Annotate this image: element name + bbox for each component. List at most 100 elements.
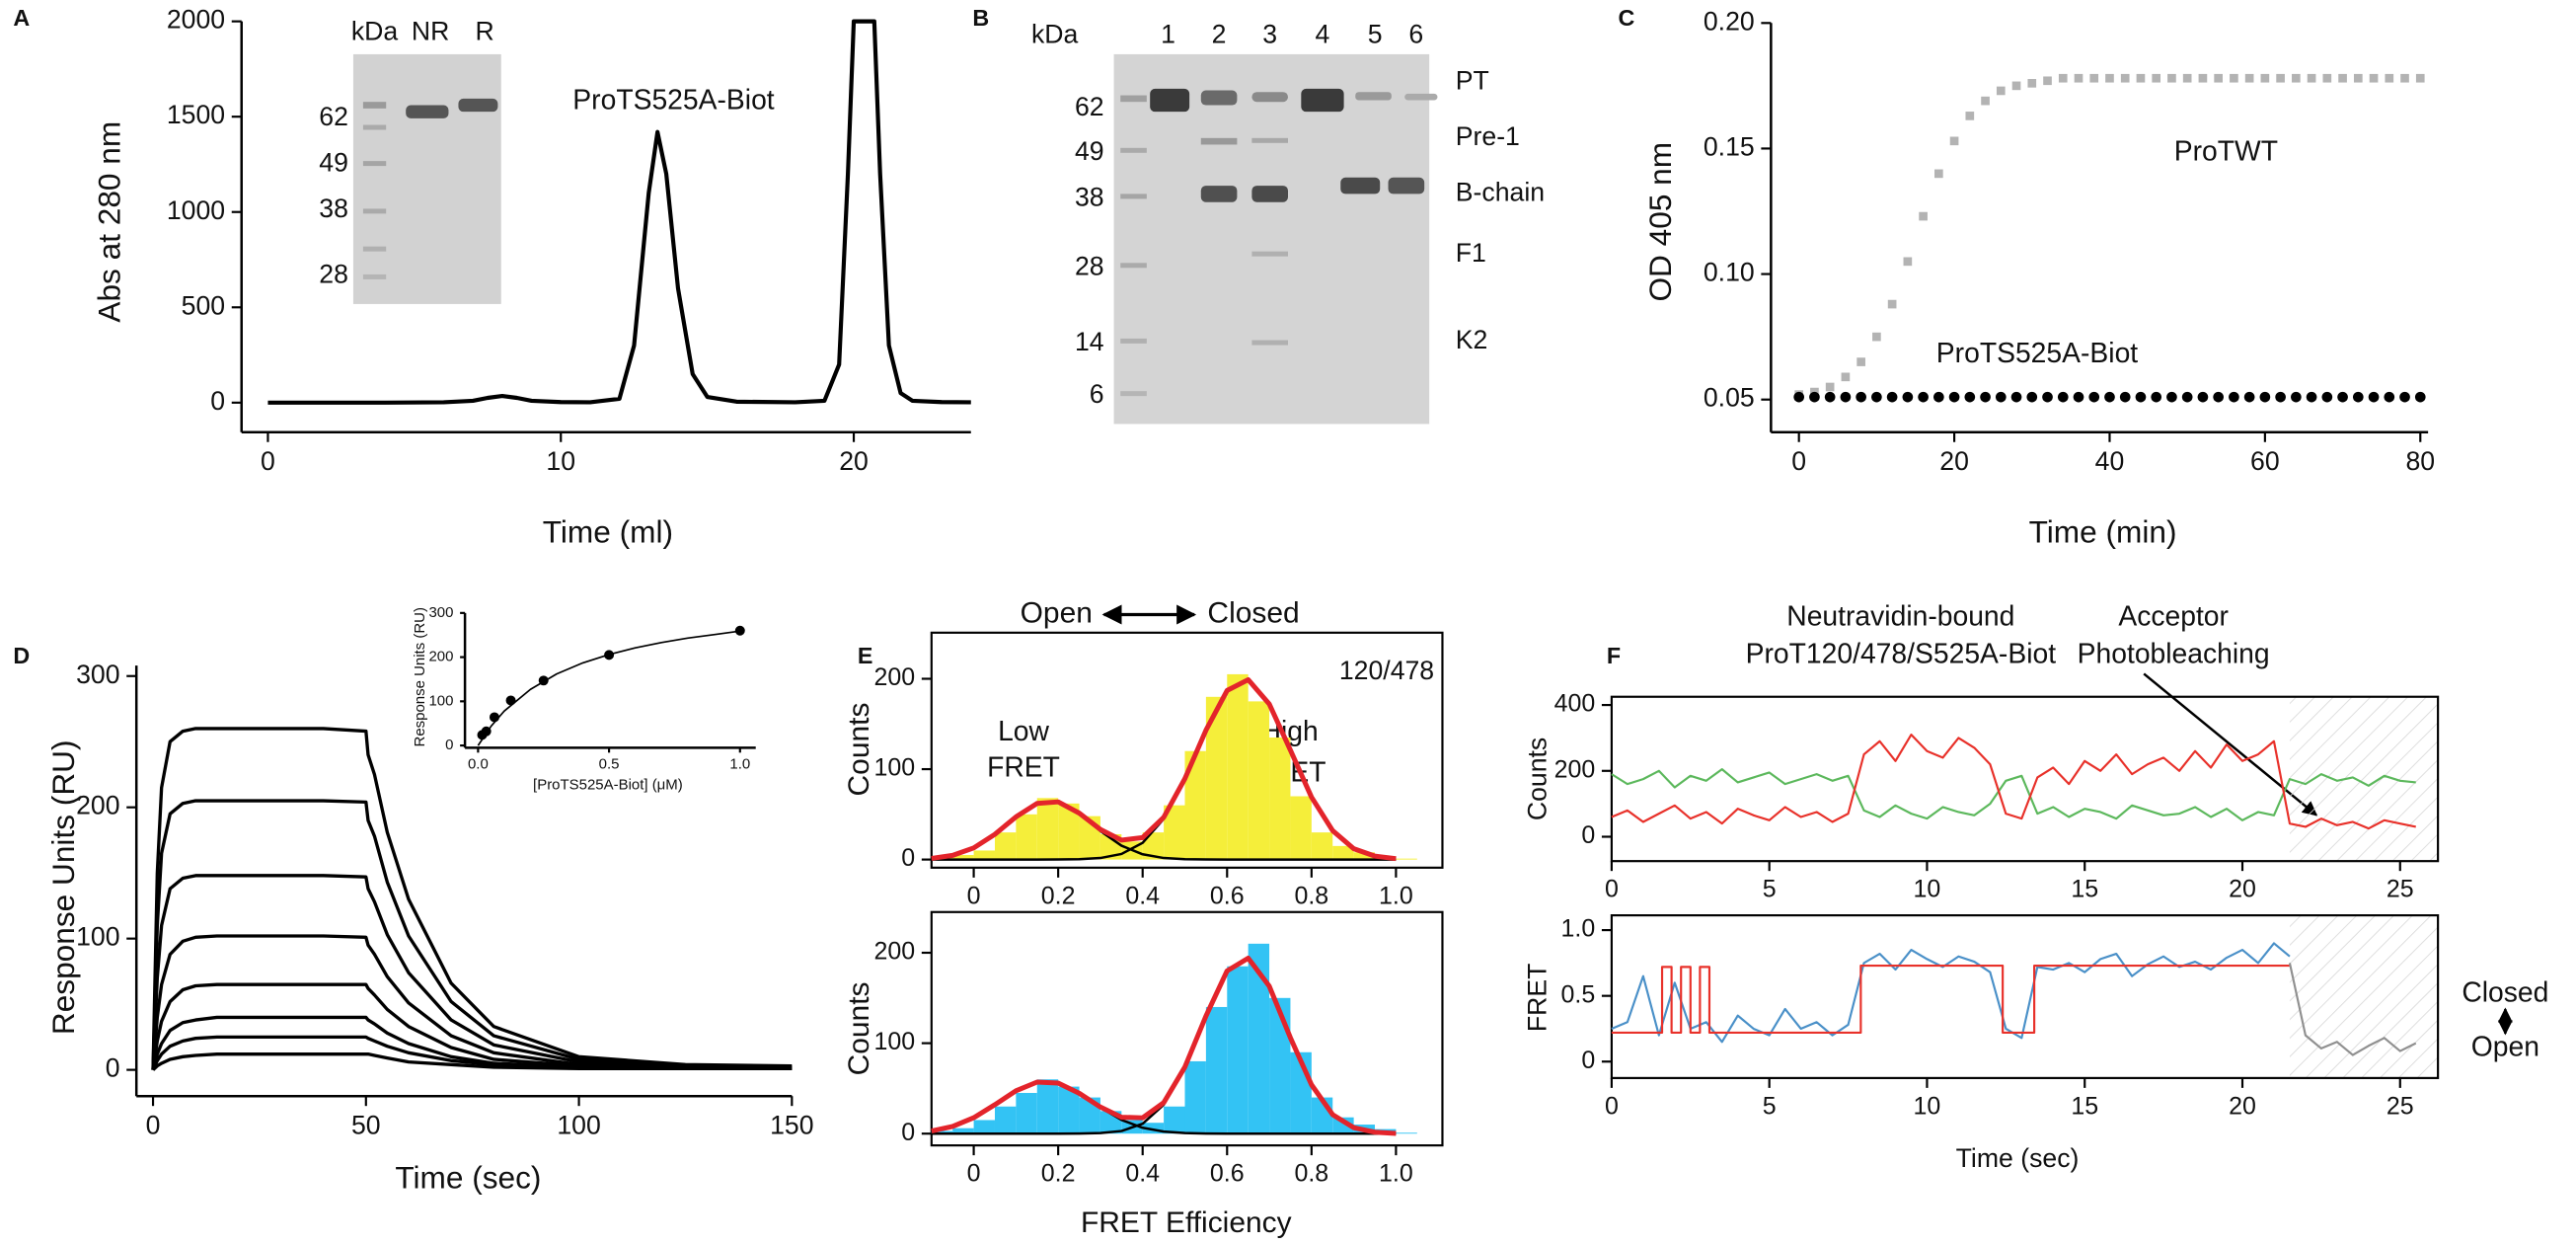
hist-bar [973,850,995,860]
x-tick-label: 0.2 [1041,882,1076,909]
x-tick-label: 0.5 [599,755,620,772]
data-line [1611,768,2416,821]
hist-bar [1396,1132,1417,1134]
point [1918,391,1929,403]
x-tick-label: 150 [770,1111,813,1140]
panel-label: C [1619,5,1635,31]
y-axis-label: Counts [1523,738,1553,820]
hist-bar [952,1127,974,1134]
hist-bar [1184,1060,1206,1134]
x-axis-label: Time (min) [2029,513,2177,549]
y-tick-label: 2000 [167,5,225,35]
gel-unit: kDa [351,16,399,45]
hist-bar [1205,1006,1228,1134]
fit-line [931,676,1397,862]
hist-bar [1016,1092,1037,1134]
hist-bar [1016,814,1037,860]
data-line [2288,963,2417,1056]
annotation: Open [2471,1030,2539,1061]
point [2043,76,2052,86]
y-tick-label: 300 [76,660,119,689]
point [1903,257,1913,267]
x-tick-label: 0 [1605,1092,1619,1120]
hist-bar [1311,832,1333,860]
series-label: ProTS525A-Biot [1936,337,2138,368]
gel-marker: 6 [1090,379,1104,409]
point [734,625,745,636]
point [489,712,499,723]
point [1933,391,1944,403]
point [2074,73,2084,83]
chart: 0.0 0.5 1.0 0 100 200 300 [ProTS525A-Biot] (μM)… [412,604,756,794]
gel-marker: 28 [319,260,348,289]
point [1934,169,1943,179]
plot-frame [930,910,1444,1147]
y-axis-label: Counts [843,982,875,1076]
y-tick-label: 0 [901,844,915,872]
hist-bar [1290,796,1312,860]
point [1841,372,1851,382]
x-axis-label: [ProTS525A-Biot] (μM) [533,777,683,794]
x-tick-label: 0.2 [1041,1160,1076,1188]
hist-bar [1227,966,1249,1134]
y-tick-label: 0.10 [1704,258,1755,287]
x-tick-label: 0 [967,882,981,909]
data-line [1611,734,2416,830]
point [1995,391,2007,403]
hist-bar [1142,832,1165,860]
panel-label: E [858,643,873,668]
point [2120,73,2130,83]
x-tick-label: 0.4 [1125,882,1160,909]
point [2243,391,2255,403]
point [2135,391,2147,403]
data-line [267,19,971,405]
y-tick-label: 400 [1554,690,1596,718]
chart: 0 5 10 15 20 25 0 0.5 1.0 Time (sec) FRET Closed Ope… [1523,914,2548,1173]
y-axis-label: FRET [1523,964,1553,1033]
data-line [151,982,793,1070]
point [2213,391,2224,403]
gel-marker: 28 [1075,251,1104,280]
point [1840,391,1852,403]
hist-bar [1227,673,1249,860]
point [2291,391,2302,403]
annotation: Closed [2462,975,2548,1007]
gel-marker: 49 [319,147,348,177]
x-tick-label: 0 [1605,876,1619,903]
y-tick-label: 100 [76,922,119,952]
annotation: Closed [1207,596,1299,629]
y-tick-label: 0.20 [1704,6,1755,36]
point [2197,391,2209,403]
gel-marker: 62 [1075,92,1104,121]
gel-band-label: K2 [1456,325,1488,354]
point [1871,391,1882,403]
x-tick-label: 5 [1763,876,1777,903]
annotation: Neutravidin-bound [1786,599,2014,631]
point [1793,391,1805,403]
x-tick-label: 25 [2387,876,2414,903]
x-tick-label: 100 [557,1111,600,1140]
y-tick-label: 100 [428,692,453,709]
gel-lane: 6 [1408,20,1423,49]
x-tick-label: 0.4 [1125,1160,1160,1188]
point [2415,73,2425,83]
x-tick-label: 0.8 [1294,1160,1328,1188]
point [2230,73,2238,83]
data-line [1611,964,2290,1035]
point [2026,391,2038,403]
hist-bar [1269,997,1291,1134]
point [2104,391,2115,403]
point [2182,73,2192,83]
hist-bar [1058,803,1080,860]
gel-lane: 3 [1262,20,1277,49]
point [2089,73,2099,83]
point [1980,391,1991,403]
x-tick-label: 20 [1939,446,1969,476]
point [538,675,549,686]
data-line [151,874,793,1070]
y-tick-label: 0 [1581,821,1595,849]
point [2073,391,2084,403]
hist-bar [1332,1117,1354,1134]
